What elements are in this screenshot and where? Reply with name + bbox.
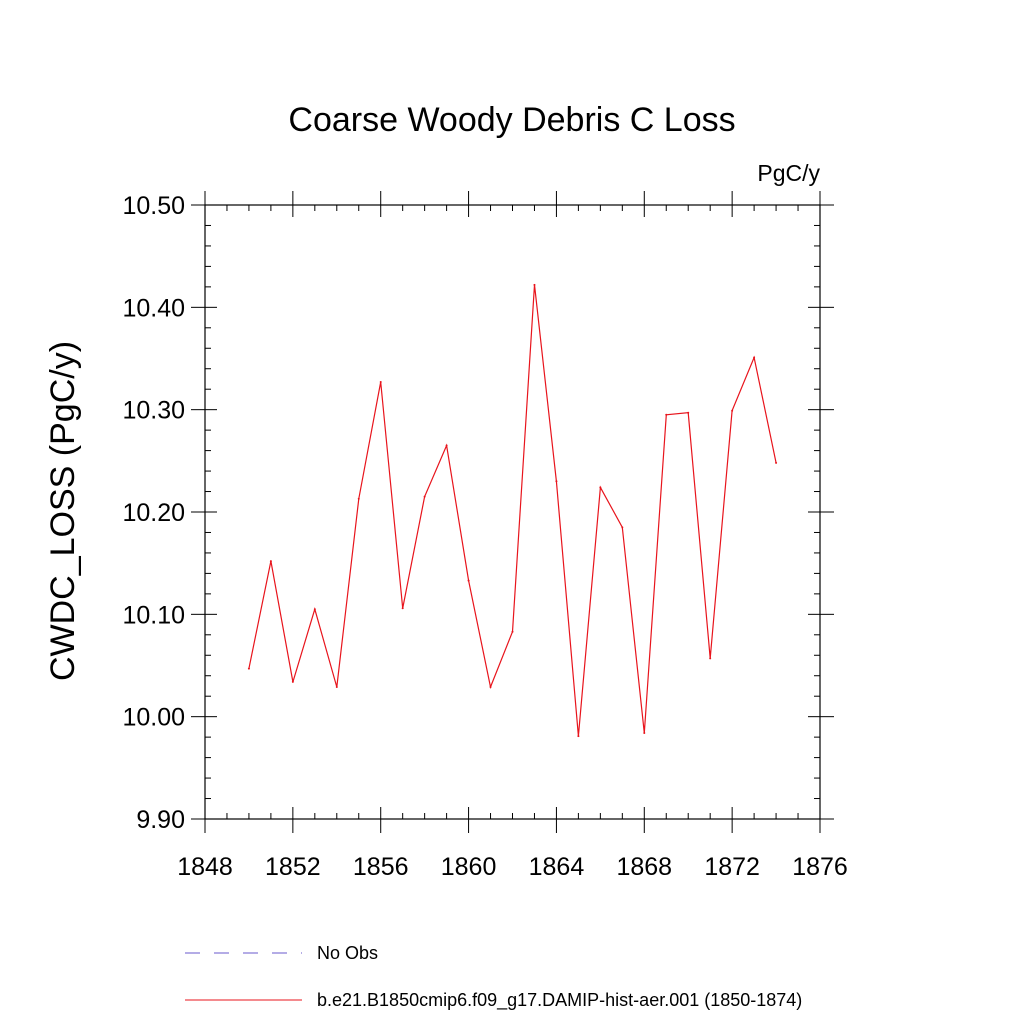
data-point <box>555 480 558 483</box>
y-tick-label: 10.00 <box>122 704 185 732</box>
data-point <box>753 356 756 359</box>
x-tick-label: 1860 <box>441 853 497 881</box>
x-tick-label: 1856 <box>353 853 409 881</box>
y-tick-label: 10.10 <box>122 601 185 629</box>
axes: 1848 1852 1856 1860 1864 1868 1872 1876 9.90 10.0… <box>122 191 848 881</box>
data-point <box>511 630 514 633</box>
x-tick-label: 1868 <box>616 853 672 881</box>
y-axis-label: CWDC_LOSS (PgC/y) <box>44 341 82 681</box>
x-tick-label: 1864 <box>529 853 585 881</box>
data-point <box>269 560 272 563</box>
chart-title: Coarse Woody Debris C Loss <box>288 101 735 139</box>
data-point <box>577 735 580 738</box>
data-point <box>467 579 470 582</box>
data-point <box>709 657 712 660</box>
x-tick-label: 1852 <box>265 853 321 881</box>
data-point <box>357 497 360 500</box>
data-point <box>665 413 668 416</box>
data-point <box>599 486 602 489</box>
data-point <box>313 608 316 611</box>
data-point <box>643 732 646 735</box>
legend-label-0: b.e21.B1850cmip6.f09_g17.DAMIP-hist-aer.… <box>317 990 802 1011</box>
series-layer <box>247 283 778 738</box>
legend-label-1: No Obs <box>317 943 378 963</box>
data-point <box>621 526 624 529</box>
data-point <box>533 283 536 286</box>
data-point <box>401 607 404 610</box>
data-point <box>291 680 294 683</box>
data-point <box>335 685 338 688</box>
y-tick-label: 10.20 <box>122 499 185 527</box>
data-point <box>489 685 492 688</box>
plot-frame <box>204 204 821 820</box>
units-label: PgC/y <box>757 160 820 186</box>
data-point <box>687 411 690 414</box>
y-tick-label: 10.50 <box>122 192 185 220</box>
x-tick-label: 1876 <box>792 853 848 881</box>
series-line-0 <box>248 284 777 737</box>
y-tick-label: 10.30 <box>122 397 185 425</box>
y-tick-label: 9.90 <box>136 806 185 834</box>
x-tick-label: 1848 <box>177 853 233 881</box>
x-tick-label: 1872 <box>704 853 760 881</box>
data-point <box>731 409 734 412</box>
data-point <box>423 495 426 498</box>
data-point <box>247 667 250 670</box>
data-point <box>775 461 778 464</box>
data-point <box>445 444 448 447</box>
legend: No Obs b.e21.B1850cmip6.f09_g17.DAMIP-his… <box>185 943 802 1011</box>
y-tick-label: 10.40 <box>122 294 185 322</box>
data-point <box>379 381 382 384</box>
